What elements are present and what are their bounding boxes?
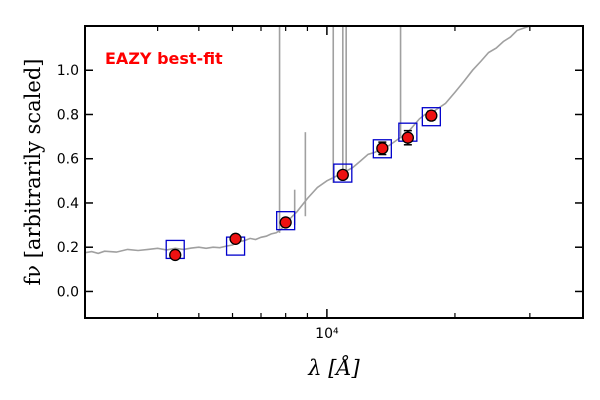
spectrum-layer [85, 26, 533, 255]
observed-point [336, 168, 349, 182]
marks-layer [165, 107, 441, 262]
y-tick-label: 1.0 [57, 63, 79, 79]
y-tick-label: 0.4 [57, 196, 79, 212]
model-square [333, 163, 353, 183]
x-axis-label: λ [Å] [307, 355, 360, 380]
ticks-layer: 0.0 0.2 0.4 0.6 0.8 1.0 10⁴ [57, 26, 583, 342]
model-square [372, 139, 392, 159]
observed-point [376, 142, 389, 155]
observed-point [279, 216, 292, 229]
observed-point [229, 232, 242, 245]
y-axis-label: fν [arbitrarily scaled] [21, 59, 45, 286]
y-tick-label: 0.0 [57, 284, 79, 300]
model-square [421, 107, 441, 127]
y-tick-label: 0.2 [57, 240, 79, 256]
y-tick-label: 0.8 [57, 107, 79, 123]
plot-frame [84, 25, 584, 319]
annotation: EAZY best-fit [105, 49, 223, 68]
y-tick-label: 0.6 [57, 152, 79, 168]
spectrum-line [85, 26, 533, 255]
observed-point [401, 131, 415, 144]
observed-point [425, 109, 438, 122]
model-square [276, 211, 296, 231]
observed-point [169, 248, 182, 262]
x-tick-label: 10⁴ [315, 326, 339, 342]
